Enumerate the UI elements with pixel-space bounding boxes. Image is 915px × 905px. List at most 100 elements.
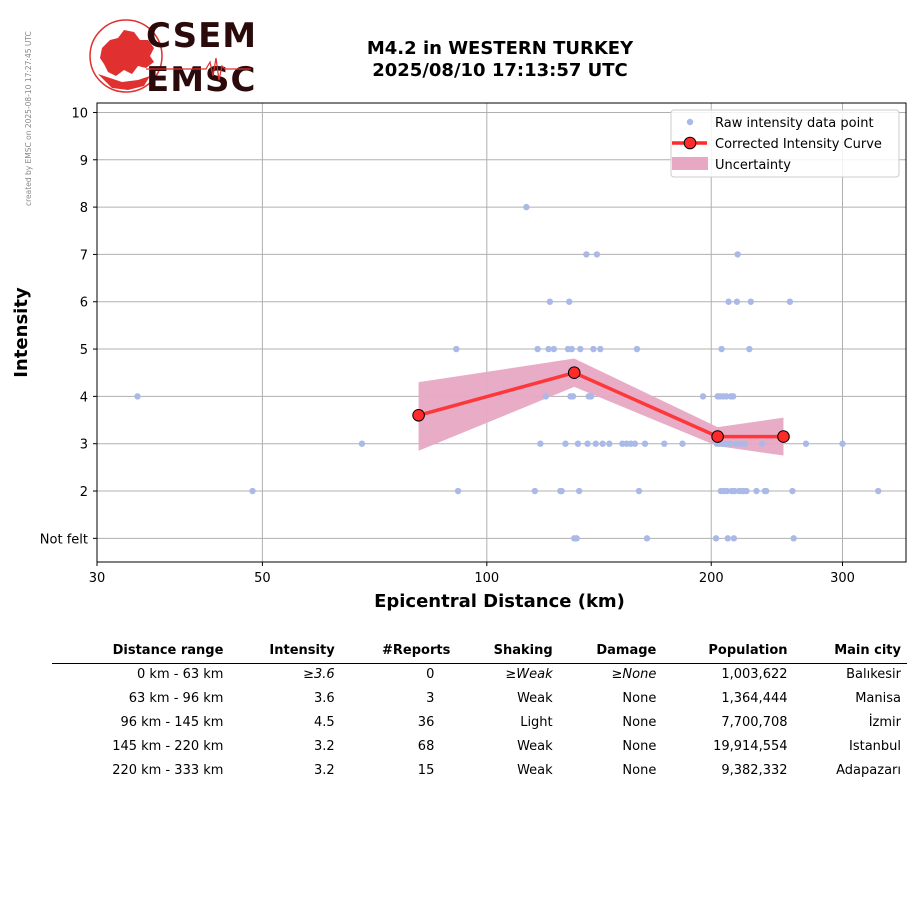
raw-data-point xyxy=(724,535,731,542)
raw-data-point xyxy=(723,393,730,400)
raw-data-point xyxy=(737,440,744,447)
y-tick-label: 7 xyxy=(80,248,88,263)
table-cell: Istanbul xyxy=(848,739,901,754)
curve-marker xyxy=(412,409,425,422)
raw-data-point xyxy=(733,298,741,305)
table-cell: Weak xyxy=(517,739,553,754)
uncertainty-band xyxy=(418,358,784,456)
raw-data-point xyxy=(734,251,741,258)
curve-marker xyxy=(777,430,790,443)
table-cell: İzmir xyxy=(868,715,901,730)
raw-data-point xyxy=(732,440,740,447)
raw-data-point xyxy=(453,345,460,353)
chart-legend: Raw intensity data point Corrected Intens… xyxy=(670,109,900,178)
raw-data-point xyxy=(249,487,256,495)
raw-data-point xyxy=(631,440,639,447)
table-header-cell: Population xyxy=(662,640,794,664)
raw-data-point xyxy=(635,487,643,495)
raw-data-point xyxy=(731,487,738,495)
title-line-1: M4.2 in WESTERN TURKEY xyxy=(366,38,634,59)
raw-data-point xyxy=(568,345,575,353)
table-cell: 3.6 xyxy=(314,691,335,706)
raw-data-point xyxy=(758,440,766,447)
raw-data-point xyxy=(679,440,686,447)
table-cell: Weak xyxy=(517,763,553,778)
table-cell: None xyxy=(622,739,657,754)
raw-data-point xyxy=(562,440,569,447)
raw-data-point xyxy=(747,298,754,305)
raw-data-point xyxy=(575,487,583,495)
seismogram-icon xyxy=(146,57,251,81)
legend-curve-label: Corrected Intensity Curve xyxy=(715,137,882,152)
table-cell: Adapazarı xyxy=(836,763,901,778)
legend-raw-marker xyxy=(686,118,694,126)
raw-data-point xyxy=(762,487,770,495)
raw-data-point xyxy=(574,440,582,447)
raw-data-point xyxy=(661,440,668,447)
raw-data-point xyxy=(593,251,601,258)
table-cell: Manisa xyxy=(855,691,901,706)
raw-data-point xyxy=(741,440,749,447)
table-cell: None xyxy=(622,715,657,730)
raw-data-point xyxy=(723,487,731,495)
table-cell: 96 km - 145 km xyxy=(120,715,224,730)
raw-data-point xyxy=(537,440,544,447)
raw-data-point xyxy=(587,393,595,400)
logo-text-csem: CSEM xyxy=(146,16,258,56)
raw-data-point xyxy=(590,345,597,353)
raw-data-point xyxy=(718,345,725,353)
raw-data-point xyxy=(712,535,720,542)
y-tick-label: 10 xyxy=(71,106,88,121)
table-cell: 3 xyxy=(426,691,435,706)
table-cell: 3.2 xyxy=(314,739,335,754)
table-body: 0 km - 63 km ≥3.6 0 ≥Weak ≥None 1,003,622 Balı… xyxy=(52,664,907,785)
x-tick-label: 50 xyxy=(254,571,271,586)
raw-data-point xyxy=(546,298,554,305)
raw-data-point xyxy=(726,440,734,447)
table-cell: 0 xyxy=(426,667,435,682)
table-cell: ≥None xyxy=(611,667,657,682)
table-cell: None xyxy=(622,763,657,778)
raw-data-point xyxy=(550,345,558,353)
table-row: 0 km - 63 km ≥3.6 0 ≥Weak ≥None 1,003,622 Balı… xyxy=(52,664,907,689)
raw-data-point xyxy=(633,345,641,353)
table-cell: 68 xyxy=(417,739,435,754)
raw-data-point xyxy=(542,393,550,400)
raw-data-point xyxy=(531,487,539,495)
x-tick-label: 100 xyxy=(474,571,499,586)
raw-data-point xyxy=(839,440,846,447)
table-cell: ≥3.6 xyxy=(303,667,335,682)
raw-data-point xyxy=(746,345,753,353)
x-tick-label: 200 xyxy=(699,571,724,586)
raw-data-point xyxy=(454,487,462,495)
raw-data-point xyxy=(643,535,651,542)
raw-data-point xyxy=(558,487,565,495)
table-cell: 1,003,622 xyxy=(721,667,788,682)
raw-data-point xyxy=(725,298,732,305)
table-row: 63 km - 96 km 3.6 3 Weak None 1,364,444 Manisa xyxy=(52,688,907,712)
table-cell: 1,364,444 xyxy=(721,691,788,706)
table-header-cell: #Reports xyxy=(340,640,457,664)
globe-icon xyxy=(89,19,163,93)
table-cell: 7,700,708 xyxy=(721,715,788,730)
intensity-chart: 30 50 100 200 300 Not felt 2 3 4 5 6 7 8 9 10 Epicentra… xyxy=(11,102,907,612)
table-header-cell: Distance range xyxy=(52,640,230,664)
corrected-intensity-curve xyxy=(418,370,784,439)
legend-curve-marker xyxy=(683,136,697,150)
y-tick-label: 8 xyxy=(80,201,88,216)
legend-box xyxy=(670,109,900,178)
curve-marker xyxy=(567,366,581,380)
table-row: 96 km - 145 km 4.5 36 Light None 7,700,708 İzm… xyxy=(52,712,907,736)
table-header-cell: Intensity xyxy=(229,640,341,664)
raw-data-point xyxy=(789,487,796,495)
table-cell: 36 xyxy=(417,715,435,730)
table-cell: 9,382,332 xyxy=(721,763,788,778)
raw-data-point xyxy=(573,535,580,542)
table-cell: Weak xyxy=(517,691,553,706)
table-cell: None xyxy=(622,691,657,706)
table-cell: 63 km - 96 km xyxy=(128,691,224,706)
legend-uncertainty-swatch xyxy=(672,157,708,170)
table-cell: 15 xyxy=(417,763,435,778)
raw-data-point xyxy=(523,203,530,211)
table-cell: 145 km - 220 km xyxy=(112,739,224,754)
